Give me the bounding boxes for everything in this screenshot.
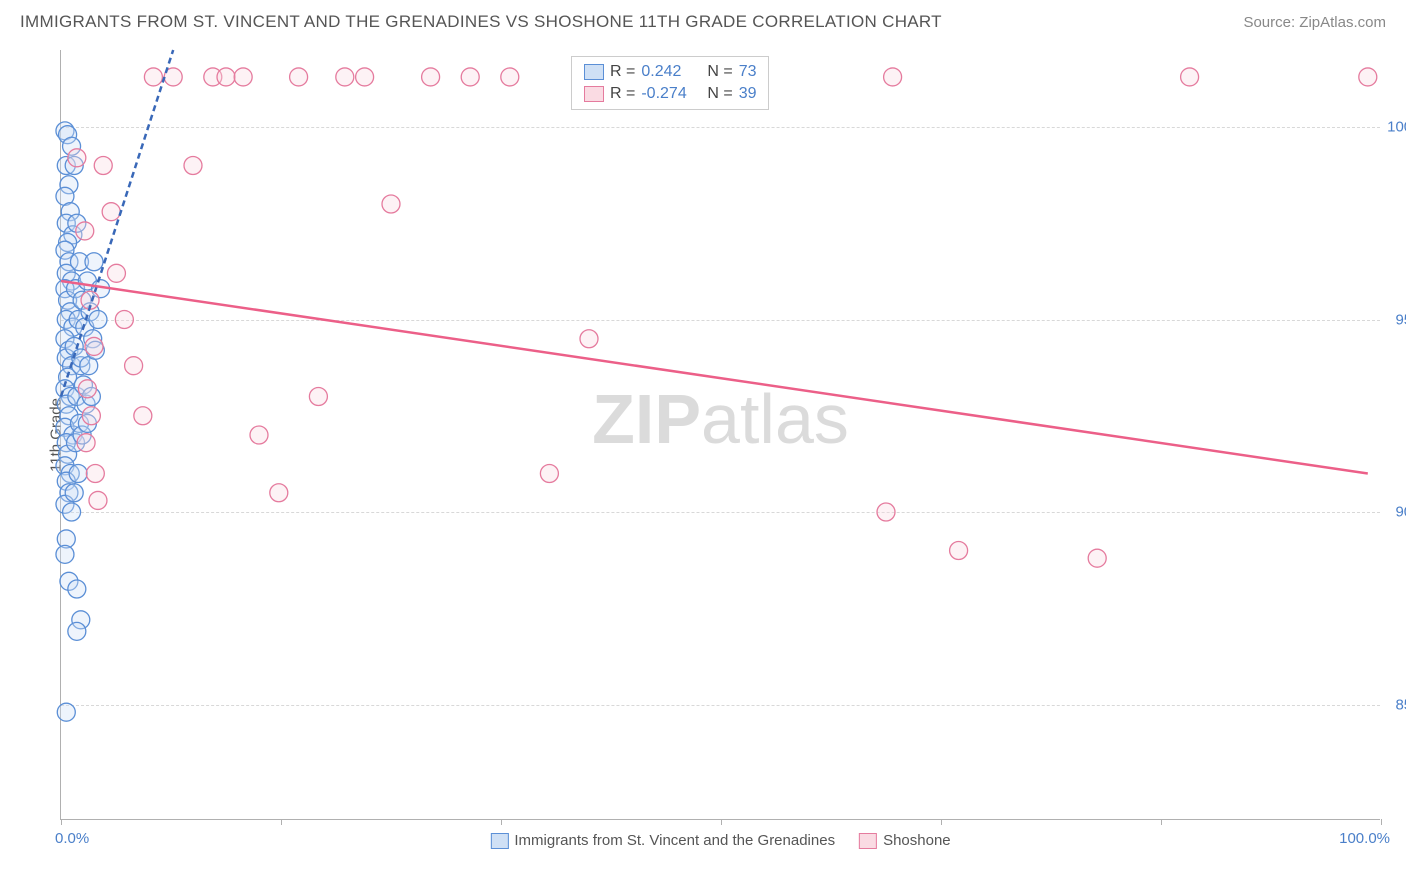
x-tick xyxy=(1381,819,1382,825)
scatter-point xyxy=(580,330,598,348)
scatter-point xyxy=(501,68,519,86)
scatter-point xyxy=(85,253,103,271)
scatter-point xyxy=(422,68,440,86)
scatter-point xyxy=(56,545,74,563)
y-tick-label: 85.0% xyxy=(1395,696,1406,713)
r-label: R = xyxy=(610,63,635,81)
n-value: 39 xyxy=(739,85,757,103)
x-tick xyxy=(501,819,502,825)
scatter-point xyxy=(234,68,252,86)
x-axis-label-min: 0.0% xyxy=(55,830,89,847)
scatter-point xyxy=(89,311,107,329)
scatter-point xyxy=(950,542,968,560)
scatter-point xyxy=(76,222,94,240)
trend-line xyxy=(61,281,1368,474)
r-value: -0.274 xyxy=(641,85,701,103)
legend-swatch-icon xyxy=(584,86,604,102)
x-tick xyxy=(721,819,722,825)
scatter-point xyxy=(68,622,86,640)
x-tick xyxy=(1161,819,1162,825)
legend-series-item: Immigrants from St. Vincent and the Gren… xyxy=(490,832,835,849)
scatter-point xyxy=(250,426,268,444)
scatter-point xyxy=(94,157,112,175)
scatter-point xyxy=(461,68,479,86)
n-value: 73 xyxy=(739,63,757,81)
legend-stats-row: R = 0.242 N = 73 xyxy=(584,61,756,83)
scatter-point xyxy=(134,407,152,425)
scatter-point xyxy=(540,465,558,483)
scatter-point xyxy=(270,484,288,502)
scatter-plot-svg xyxy=(61,50,1380,819)
x-tick xyxy=(61,819,62,825)
scatter-point xyxy=(336,68,354,86)
scatter-point xyxy=(184,157,202,175)
scatter-point xyxy=(125,357,143,375)
scatter-point xyxy=(382,195,400,213)
scatter-point xyxy=(356,68,374,86)
y-tick-label: 100.0% xyxy=(1387,119,1406,136)
chart-area: 85.0%90.0%95.0%100.0% 11th Grade 0.0% 10… xyxy=(60,50,1380,820)
scatter-point xyxy=(102,203,120,221)
r-value: 0.242 xyxy=(641,63,701,81)
scatter-point xyxy=(1088,549,1106,567)
legend-swatch-icon xyxy=(584,64,604,80)
scatter-point xyxy=(89,491,107,509)
legend-swatch-icon xyxy=(490,833,508,849)
legend-series-item: Shoshone xyxy=(859,832,951,849)
scatter-point xyxy=(68,149,86,167)
scatter-point xyxy=(77,434,95,452)
scatter-point xyxy=(144,68,162,86)
r-label: R = xyxy=(610,85,635,103)
x-tick xyxy=(281,819,282,825)
x-tick xyxy=(941,819,942,825)
legend-swatch-icon xyxy=(859,833,877,849)
scatter-point xyxy=(1359,68,1377,86)
scatter-point xyxy=(65,484,83,502)
y-tick-label: 90.0% xyxy=(1395,504,1406,521)
scatter-point xyxy=(68,580,86,598)
chart-title: IMMIGRANTS FROM ST. VINCENT AND THE GREN… xyxy=(20,12,942,32)
y-tick-label: 95.0% xyxy=(1395,311,1406,328)
n-label: N = xyxy=(707,63,732,81)
scatter-point xyxy=(107,264,125,282)
scatter-point xyxy=(63,503,81,521)
scatter-point xyxy=(884,68,902,86)
scatter-point xyxy=(290,68,308,86)
legend-stats-row: R = -0.274 N = 39 xyxy=(584,83,756,105)
scatter-point xyxy=(309,388,327,406)
scatter-point xyxy=(85,337,103,355)
legend-stats: R = 0.242 N = 73 R = -0.274 N = 39 xyxy=(571,56,769,110)
scatter-point xyxy=(1181,68,1199,86)
scatter-point xyxy=(78,380,96,398)
scatter-point xyxy=(877,503,895,521)
scatter-point xyxy=(82,407,100,425)
scatter-point xyxy=(115,311,133,329)
scatter-point xyxy=(86,465,104,483)
source-label: Source: ZipAtlas.com xyxy=(1243,14,1386,31)
n-label: N = xyxy=(707,85,732,103)
x-axis-label-max: 100.0% xyxy=(1339,830,1390,847)
scatter-point xyxy=(217,68,235,86)
legend-series-label: Immigrants from St. Vincent and the Gren… xyxy=(514,832,835,849)
legend-series-label: Shoshone xyxy=(883,832,951,849)
legend-series: Immigrants from St. Vincent and the Gren… xyxy=(490,832,950,849)
scatter-point xyxy=(69,465,87,483)
scatter-point xyxy=(57,703,75,721)
